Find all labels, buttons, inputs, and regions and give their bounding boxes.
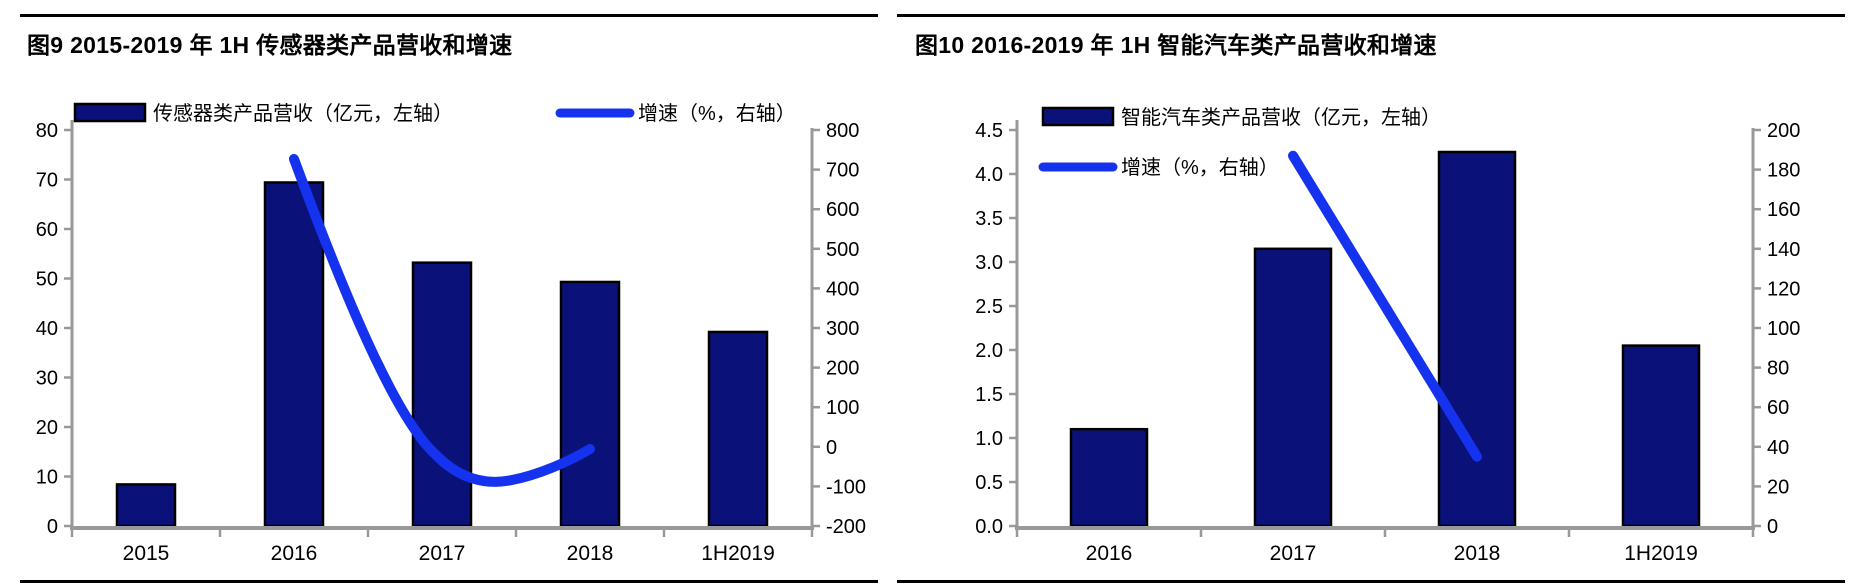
right-axis-tick-label: 300 <box>826 318 859 340</box>
bar-2016 <box>1069 427 1149 528</box>
bar-2017 <box>1253 247 1333 528</box>
figure9-title: 图9 2015-2019 年 1H 传感器类产品营收和增速 <box>27 32 513 58</box>
right-axis-tick-label: 700 <box>826 160 859 182</box>
category-label-2015: 2015 <box>123 542 170 565</box>
bar-2016 <box>263 181 325 528</box>
bar-2017 <box>411 261 473 528</box>
left-axis-tick-label: 3.5 <box>975 208 1003 230</box>
category-label-2018: 2018 <box>1454 542 1501 565</box>
right-axis-tick-label: 0 <box>1767 516 1778 538</box>
figure9-top-rule <box>20 14 878 17</box>
figure10-title: 图10 2016-2019 年 1H 智能汽车类产品营收和增速 <box>915 32 1437 58</box>
figure9-bottom-rule <box>20 580 878 583</box>
right-axis-tick-label: 800 <box>826 120 859 142</box>
category-labels: 2015 2016 2017 2018 1H2019 <box>123 542 775 565</box>
figure10-bottom-rule <box>897 580 1845 583</box>
right-axis-tick-label: 100 <box>1767 318 1800 340</box>
figure10-panel: 图10 2016-2019 年 1H 智能汽车类产品营收和增速 4.5 4.0 3.… <box>897 0 1845 588</box>
right-axis-tick-label: 200 <box>1767 120 1800 142</box>
chart-canvas: 8070605040302010080070060050040030020010… <box>36 102 866 565</box>
bar-1H2019 <box>707 330 769 528</box>
x-axis-ticks <box>70 528 814 537</box>
right-axis-tick-label: 120 <box>1767 278 1800 300</box>
category-label-1H2019: 1H2019 <box>701 542 775 565</box>
legend-label: 传感器类产品营收（亿元，左轴） <box>153 102 453 125</box>
right-axis-tick-label: 160 <box>1767 199 1800 221</box>
right-axis-tick-label: 100 <box>826 397 859 419</box>
right-axis-tick-label: -100 <box>826 476 866 498</box>
left-axis-tick-label: 1.0 <box>975 428 1003 450</box>
left-axis-tick-label: 2.0 <box>975 340 1003 362</box>
bar-1H2019 <box>1621 344 1701 528</box>
category-label-1H2019: 1H2019 <box>1624 542 1698 565</box>
bar-series <box>1069 150 1701 528</box>
figure10-chart: 4.5 4.0 3.5 3.0 2.5 2.0 1.5 1.0 0.5 0.0 200 180 160 1… <box>897 80 1845 585</box>
bar-2015 <box>115 483 177 528</box>
left-axis-tick-label: 30 <box>36 368 58 390</box>
left-axis-tick-label: 4.5 <box>975 120 1003 142</box>
figure9-panel: 图9 2015-2019 年 1H 传感器类产品营收和增速 80 70 60 50 40… <box>20 0 878 588</box>
left-axis-tick-label: 3.0 <box>975 252 1003 274</box>
left-axis-tick-label: 70 <box>36 170 58 192</box>
left-axis-ticks: 4.5 4.0 3.5 3.0 2.5 2.0 1.5 1.0 0.5 0.0 <box>975 120 1017 538</box>
category-label-2017: 2017 <box>419 542 466 565</box>
legend: 传感器类产品营收（亿元，左轴） 增速（%，右轴） <box>73 102 796 125</box>
figure9-chart: 80 70 60 50 40 30 20 10 0 800 700 600 500 400 300 200 10… <box>20 80 878 585</box>
bar-2018 <box>1437 150 1517 528</box>
legend-label: 增速（%，右轴） <box>638 102 796 125</box>
category-label-2016: 2016 <box>271 542 318 565</box>
left-axis-tick-label: 0.5 <box>975 472 1003 494</box>
left-axis-tick-label: 2.5 <box>975 296 1003 318</box>
legend-label: 智能汽车类产品营收（亿元，左轴） <box>1121 106 1441 129</box>
right-axis-tick-label: 180 <box>1767 160 1800 182</box>
right-axis-tick-label: 200 <box>826 358 859 380</box>
left-axis-ticks: 80 70 60 50 40 30 20 10 0 <box>36 120 72 538</box>
left-axis-tick-label: 40 <box>36 318 58 340</box>
category-label-2017: 2017 <box>1270 542 1317 565</box>
legend-bar-swatch <box>73 102 147 123</box>
growth-line <box>289 154 595 487</box>
right-axis-ticks: 800 700 600 500 400 300 200 100 0 -100 -200 <box>812 120 866 538</box>
right-axis-tick-label: 80 <box>1767 358 1789 380</box>
category-label-2018: 2018 <box>567 542 614 565</box>
right-axis-tick-label: 500 <box>826 239 859 261</box>
bar-series <box>115 181 769 528</box>
right-axis-tick-label: 400 <box>826 278 859 300</box>
left-axis-tick-label: 10 <box>36 467 58 489</box>
category-labels: 2016 2017 2018 1H2019 <box>1086 542 1698 565</box>
chart-canvas: 4.54.03.53.02.52.01.51.00.50.02001801601… <box>975 106 1800 565</box>
growth-line <box>1288 150 1482 462</box>
right-axis-tick-label: 40 <box>1767 437 1789 459</box>
right-axis-tick-label: 0 <box>826 437 837 459</box>
right-axis-tick-label: 20 <box>1767 476 1789 498</box>
left-axis-tick-label: 20 <box>36 417 58 439</box>
left-axis-tick-label: 4.0 <box>975 164 1003 186</box>
right-axis-tick-label: 600 <box>826 199 859 221</box>
bar-2018 <box>559 280 621 528</box>
legend-label: 增速（%，右轴） <box>1121 156 1279 179</box>
x-axis-ticks <box>1015 528 1755 537</box>
right-axis-tick-label: 60 <box>1767 397 1789 419</box>
left-axis-tick-label: 60 <box>36 219 58 241</box>
right-axis-tick-label: -200 <box>826 516 866 538</box>
left-axis-tick-label: 0 <box>47 516 58 538</box>
left-axis-tick-label: 50 <box>36 269 58 291</box>
figure10-top-rule <box>897 14 1845 17</box>
right-axis-tick-label: 140 <box>1767 239 1800 261</box>
left-axis-tick-label: 80 <box>36 120 58 142</box>
legend-bar-swatch <box>1041 106 1115 127</box>
left-axis-tick-label: 1.5 <box>975 384 1003 406</box>
legend: 智能汽车类产品营收（亿元，左轴） 增速（%，右轴） <box>1038 106 1441 179</box>
category-label-2016: 2016 <box>1086 542 1133 565</box>
left-axis-tick-label: 0.0 <box>975 516 1003 538</box>
